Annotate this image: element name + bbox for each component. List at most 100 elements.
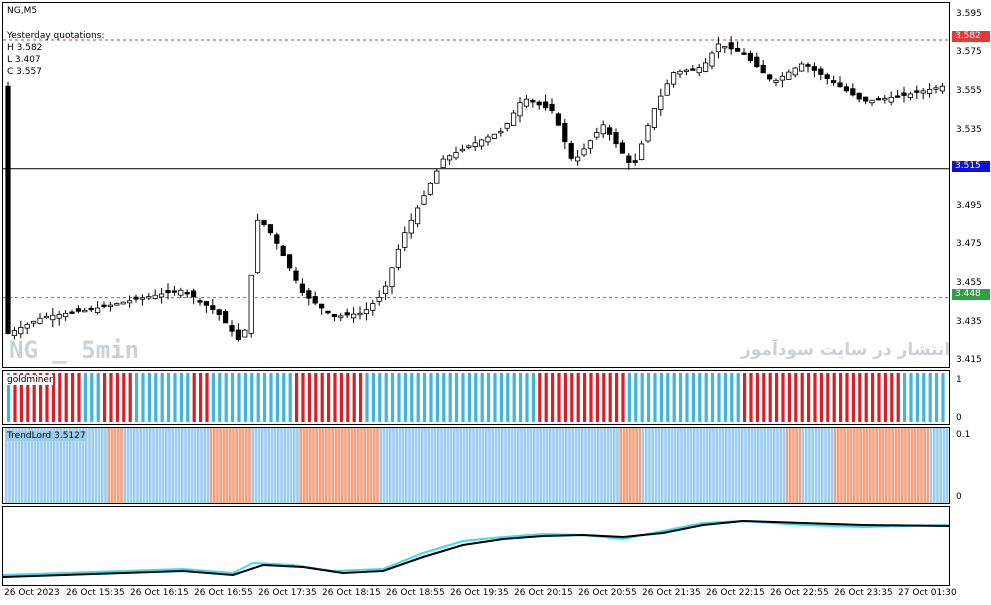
- candle-body: [88, 307, 94, 311]
- trendlord-bar: [126, 428, 130, 503]
- candle-body: [75, 308, 81, 312]
- trendlord-bar: [5, 428, 8, 503]
- trendlord-bar: [696, 428, 699, 503]
- trendlord-bar: [417, 428, 421, 503]
- goldminer-bar: [359, 373, 363, 422]
- candle-body: [133, 296, 139, 300]
- trendlord-bar: [725, 428, 728, 503]
- trendlord-bar: [683, 428, 686, 503]
- trendlord-bar: [238, 428, 242, 503]
- trendlord-bar: [478, 428, 482, 503]
- trendlord-bar: [635, 428, 638, 503]
- trendlord-bar: [453, 428, 456, 503]
- moving-average-pane[interactable]: [2, 506, 950, 586]
- candle-body: [664, 83, 670, 96]
- trendlord-bar: [805, 428, 808, 503]
- goldminer-bar: [493, 373, 497, 422]
- trendlord-bar: [209, 428, 213, 503]
- goldminer-indicator-pane[interactable]: goldminer: [2, 370, 950, 425]
- trendlord-bar: [769, 428, 773, 503]
- trendlord-bar: [414, 428, 418, 503]
- trendlord-bar: [171, 428, 174, 503]
- trendlord-bar: [88, 428, 91, 503]
- candle-body: [389, 267, 395, 288]
- trendlord-bar: [741, 428, 744, 503]
- trendlord-bar: [200, 428, 203, 503]
- trendlord-bar: [235, 428, 238, 503]
- goldminer-bar: [903, 373, 907, 422]
- goldminer-bar: [749, 373, 753, 422]
- current-price-tag: 3.515: [952, 161, 990, 172]
- trendlord-bar: [904, 428, 907, 503]
- trendlord-bar: [318, 428, 322, 503]
- price-chart-pane[interactable]: NG,M5 Yesterday quotations: H 3.582 L 3.…: [2, 2, 950, 368]
- goldminer-bar: [211, 373, 215, 422]
- trendlord-bar: [440, 428, 443, 503]
- goldminer-bar: [506, 373, 510, 422]
- trendlord-bar: [648, 428, 651, 503]
- candle-body: [146, 296, 152, 299]
- goldminer-bar: [826, 373, 830, 422]
- goldminer-bar: [288, 373, 292, 422]
- trendlord-bar: [472, 428, 475, 503]
- candle-body: [5, 85, 11, 335]
- trendlord-bar: [507, 428, 510, 503]
- trendlord-bar: [888, 428, 891, 503]
- trendlord-bar: [251, 428, 254, 503]
- trendlord-bar: [539, 428, 542, 503]
- goldminer-bar: [391, 373, 395, 422]
- trendlord-bar: [901, 428, 904, 503]
- trendlord-bar: [382, 428, 386, 503]
- candle-body: [69, 311, 75, 314]
- trendlord-bar: [523, 428, 526, 503]
- trendlord-bar: [225, 428, 229, 503]
- trendlord-bar: [331, 428, 334, 503]
- trendlord-bar: [219, 428, 222, 503]
- trendlord-indicator-pane[interactable]: TrendLord 3.5127: [2, 427, 950, 504]
- trendlord-bar: [702, 428, 706, 503]
- trendlord-bar: [110, 428, 114, 503]
- time-axis-label: 26 Oct 22:15: [706, 588, 765, 598]
- goldminer-bar: [371, 373, 375, 422]
- goldminer-bar: [352, 373, 356, 422]
- candle-body: [715, 43, 722, 53]
- trendlord-bar: [56, 428, 59, 503]
- goldminer-bar: [890, 373, 894, 422]
- candle-body: [703, 62, 709, 72]
- trendlord-bar: [923, 428, 926, 503]
- goldminer-histogram: [7, 373, 945, 422]
- candle-body: [114, 303, 120, 306]
- goldminer-bar: [365, 373, 369, 422]
- trendlord-bar: [926, 428, 930, 503]
- goldminer-axis-top: 1: [956, 375, 962, 385]
- goldminer-bar: [346, 373, 350, 422]
- candle-body: [254, 219, 261, 274]
- candle-body: [831, 80, 837, 84]
- trendlord-bar: [491, 428, 494, 503]
- candle-body: [203, 301, 209, 306]
- trendlord-bar: [929, 428, 933, 503]
- trendlord-bar: [494, 428, 498, 503]
- candle-body: [11, 330, 17, 336]
- goldminer-bar: [429, 373, 433, 422]
- goldminer-bar: [589, 373, 593, 422]
- trendlord-bar: [606, 428, 610, 503]
- trendlord-bar: [894, 428, 898, 503]
- candle-body: [261, 219, 267, 225]
- trendlord-bar: [430, 428, 434, 503]
- trendlord-bar: [142, 428, 146, 503]
- trendlord-bar: [398, 428, 402, 503]
- trendlord-bar: [747, 428, 750, 503]
- trendlord-histogram: [5, 428, 949, 503]
- price-axis-label: 3.475: [956, 239, 982, 249]
- price-axis-label: 3.575: [956, 47, 982, 57]
- trendlord-bar: [8, 428, 11, 503]
- goldminer-bar: [525, 373, 529, 422]
- trendlord-bar: [59, 428, 62, 503]
- trendlord-bar: [136, 428, 139, 503]
- trendlord-bar: [481, 428, 485, 503]
- candle-body: [382, 285, 389, 295]
- watermark-symbol: NG _ 5min: [9, 336, 140, 364]
- trendlord-bar: [21, 428, 24, 503]
- watermark-site: انتشار در سایت سودآموز: [741, 340, 950, 360]
